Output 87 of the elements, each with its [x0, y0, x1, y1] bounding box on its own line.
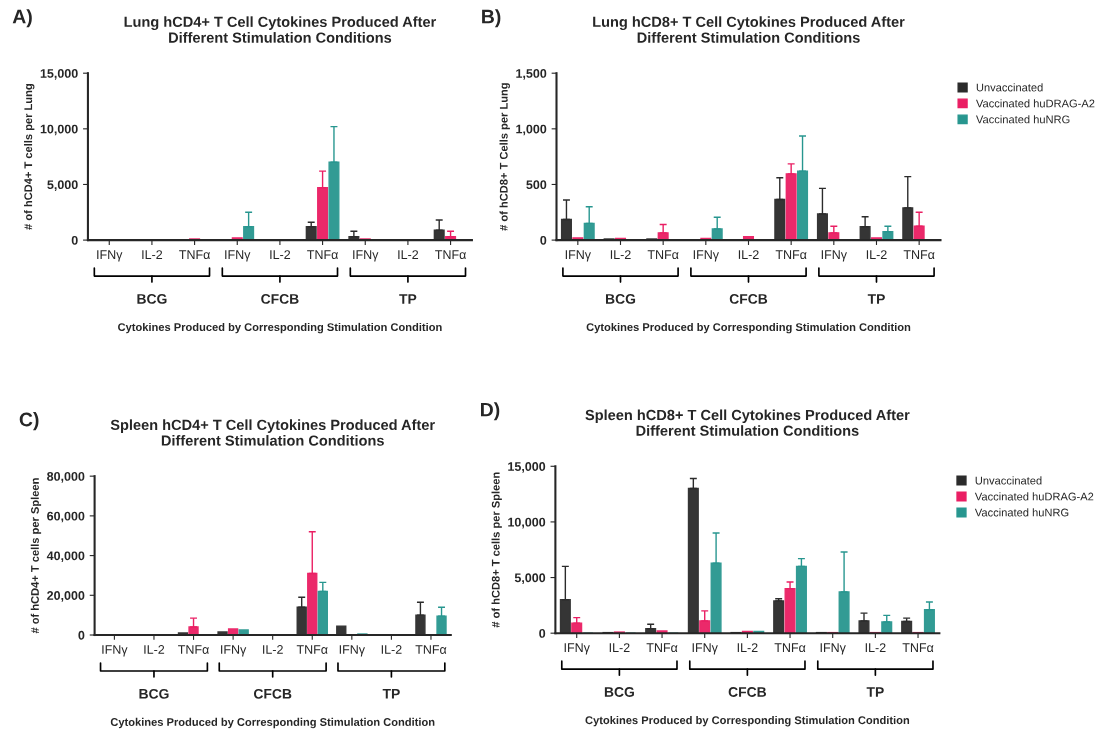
- x-tick-label: IL-2: [738, 250, 759, 259]
- x-tick-label: IFNγ: [102, 645, 128, 657]
- y-tick-label: 10,000: [40, 124, 78, 136]
- chart-title: Spleen hCD4+ T Cell Cytokines Produced After Different Stimulation Conditions: [110, 419, 435, 446]
- x-axis-title: Cytokines Produced by Corresponding Stimulation Condition: [585, 715, 910, 727]
- legend-label: Unvaccinated: [975, 476, 1042, 485]
- x-tick-label: TNFα: [903, 250, 935, 259]
- legend-label: Vaccinated huDRAG-A2: [975, 99, 1095, 108]
- y-tick-label: 15,000: [508, 462, 546, 473]
- y-tick-label: 60,000: [47, 511, 85, 523]
- y-tick-label: 0: [540, 235, 547, 245]
- x-tick-label: IL-2: [381, 645, 402, 654]
- y-tick-label: 40,000: [46, 551, 85, 563]
- x-tick-label: IFNγ: [692, 643, 718, 655]
- text: TP: [867, 294, 885, 304]
- y-tick-label: 10,000: [508, 517, 546, 529]
- x-axis-title: Cytokines Produced by Corresponding Stimulation Condition: [118, 322, 442, 334]
- x-tick-label: IFNγ: [693, 250, 719, 262]
- x-tick-label: TNFα: [435, 250, 466, 259]
- x-tick-label: IL-2: [610, 250, 631, 259]
- y-axis-title: # of hCD8+ T cells per Spleen: [491, 472, 502, 628]
- x-tick-label: IL-2: [263, 645, 283, 654]
- x-tick-label: IL-2: [866, 250, 887, 259]
- x-tick-label: IL-2: [398, 250, 419, 259]
- text: TP: [382, 689, 400, 699]
- y-tick-label: 1,000: [516, 124, 547, 136]
- legend-label: Vaccinated huDRAG-A2: [974, 492, 1094, 501]
- x-tick-label: IFNγ: [353, 250, 379, 262]
- y-tick-label: 0: [78, 630, 85, 640]
- text: CFCB: [729, 293, 768, 304]
- text: A): [12, 9, 32, 28]
- x-tick-label: IFNγ: [564, 643, 590, 655]
- legend-label: Vaccinated huNRG: [975, 115, 1070, 124]
- y-axis-title: # of hCD8+ T Cells per Lung: [499, 83, 510, 231]
- text: CFCB: [728, 687, 767, 697]
- x-tick-label: TNFα: [647, 250, 679, 259]
- x-tick-label: IL-2: [270, 250, 291, 259]
- x-tick-label: IFNγ: [820, 643, 846, 655]
- x-tick-label: TNFα: [178, 645, 209, 654]
- chart-title: Lung hCD8+ T Cell Cytokines Produced After Different Stimulation Conditions: [593, 16, 905, 43]
- text: CFCB: [253, 688, 292, 699]
- text: BCG: [605, 293, 636, 304]
- legend-label: Unvaccinated: [976, 83, 1043, 92]
- y-tick-label: 0: [539, 628, 546, 638]
- chart-title: Lung hCD4+ T Cell Cytokines Produced After Different Stimulation Conditions: [124, 16, 437, 43]
- text: BCG: [139, 688, 169, 699]
- text: CFCB: [261, 293, 299, 304]
- y-axis-title: # of hCD4+ T cells per Spleen: [30, 478, 42, 634]
- x-tick-label: IFNγ: [565, 250, 591, 262]
- x-tick-label: IL-2: [142, 250, 163, 259]
- text: BCG: [137, 293, 167, 304]
- x-tick-label: TNFα: [774, 643, 806, 653]
- text: TP: [866, 687, 884, 697]
- y-tick-label: 80,000: [47, 471, 85, 483]
- text: D): [481, 402, 500, 421]
- y-tick-label: 0: [71, 235, 78, 245]
- y-tick-label: 1,500: [516, 69, 547, 80]
- x-axis-title: Cytokines Produced by Corresponding Stimulation Condition: [110, 717, 435, 729]
- x-tick-label: IL-2: [865, 643, 886, 652]
- text: TP: [399, 294, 417, 304]
- x-tick-label: TNFα: [775, 250, 807, 259]
- x-tick-label: IFNγ: [225, 250, 251, 262]
- y-tick-label: 20,000: [47, 591, 85, 602]
- x-tick-label: TNFα: [307, 250, 338, 259]
- x-tick-label: TNFα: [415, 645, 447, 654]
- y-tick-label: 15,000: [40, 69, 78, 80]
- text: B): [482, 9, 501, 28]
- x-tick-label: IFNγ: [821, 250, 847, 262]
- x-tick-label: IFNγ: [97, 250, 123, 262]
- x-tick-label: IL-2: [609, 643, 630, 652]
- y-tick-label: 5,000: [514, 573, 546, 585]
- x-tick-label: IFNγ: [339, 645, 365, 657]
- x-tick-label: IFNγ: [221, 645, 247, 657]
- x-tick-label: TNFα: [646, 643, 678, 653]
- x-axis-title: Cytokines Produced by Corresponding Stimulation Condition: [586, 322, 911, 334]
- text: BCG: [604, 687, 634, 697]
- x-tick-label: IL-2: [737, 643, 758, 652]
- x-tick-label: TNFα: [902, 643, 934, 653]
- y-tick-label: 500: [526, 180, 547, 190]
- y-tick-label: 5,000: [47, 180, 78, 191]
- y-axis-title: # of hCD4+ T cells per Lung: [24, 84, 35, 230]
- x-tick-label: TNFα: [296, 645, 328, 654]
- x-tick-label: IL-2: [144, 645, 165, 654]
- legend-label: Vaccinated huNRG: [974, 508, 1069, 517]
- x-tick-label: TNFα: [179, 250, 210, 259]
- chart-title: Spleen hCD8+ T Cell Cytokines Produced After Different Stimulation Conditions: [585, 409, 910, 436]
- text: C): [19, 412, 39, 431]
